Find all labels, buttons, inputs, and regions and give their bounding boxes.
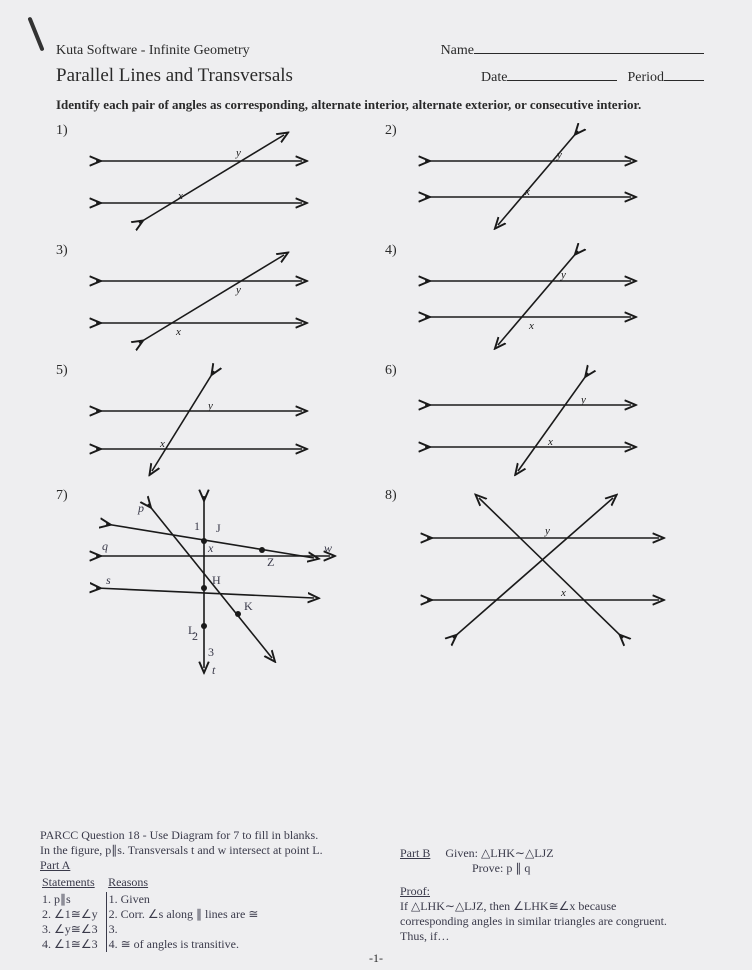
problem-number: 7) [56,488,68,504]
label-y: y [560,269,566,281]
label-t: t [212,663,216,677]
statements-header: Statements [40,875,106,892]
diagram-2: y x [413,123,643,233]
instructions: Identify each pair of angles as correspo… [56,97,704,113]
problem-1: 1) y x [56,123,375,233]
label-q: q [102,539,108,553]
label-y: y [556,149,562,161]
label-J: J [216,521,221,535]
stmt-3: 3. ∠y≅∠3 [40,922,106,937]
diagram-1: y x [84,123,314,233]
problem-number: 8) [385,488,397,504]
date-blank[interactable] [507,67,617,81]
proof-line-2: corresponding angles in similar triangle… [400,914,710,929]
software-label: Kuta Software - Infinite Geometry [56,43,441,59]
period-blank[interactable] [664,67,704,81]
problem-number: 1) [56,123,68,139]
hw-intro-line1: PARCC Question 18 - Use Diagram for 7 to… [40,828,430,843]
reasons-header: Reasons [106,875,266,892]
problem-number: 5) [56,363,68,379]
prove-value: p ∥ q [506,861,530,875]
label-x: x [528,320,534,332]
problem-number: 3) [56,243,68,259]
scan-artifact [27,17,44,52]
date-label: Date [481,70,507,86]
worksheet-title: Parallel Lines and Transversals [56,65,481,87]
stmt-1: 1. p∥s [40,892,106,907]
header-row-1: Kuta Software - Infinite Geometry Name [56,40,704,59]
problem-number: 2) [385,123,397,139]
problem-5: 5) y x [56,363,375,478]
part-b-label: Part B [400,846,430,860]
label-x: x [524,186,530,198]
handwritten-part-b: Part B Given: △LHK∼△LJZ Prove: p ∥ q Pro… [400,846,710,944]
stmt-4: 4. ∠1≅∠3 [40,937,106,952]
label-y: y [235,284,241,296]
problem-number: 6) [385,363,397,379]
label-p: p [137,501,144,515]
hw-intro-line2: In the figure, p∥s. Transversals t and w… [40,843,430,858]
problem-8: 8) y x [385,488,704,678]
proof-table: Statements Reasons 1. p∥s1. Given 2. ∠1≅… [40,875,266,952]
handwritten-intro: PARCC Question 18 - Use Diagram for 7 to… [40,828,430,858]
problem-grid: 1) y x 2) y [56,123,704,678]
handwritten-part-a: Part A Statements Reasons 1. p∥s1. Given… [40,858,380,952]
label-s: s [106,573,111,587]
part-a-label: Part A [40,858,70,872]
label-Z: Z [267,555,274,569]
problem-3: 3) y x [56,243,375,353]
problem-2: 2) y x [385,123,704,233]
problem-4: 4) y x [385,243,704,353]
label-y: y [235,147,241,159]
label-K: K [244,599,253,613]
label-x: x [560,587,566,599]
problem-7: 7) p q s w [56,488,375,678]
label-3: 3 [208,645,214,659]
label-x: x [159,438,165,450]
label-1: 1 [194,519,200,533]
given-label: Given: [445,846,478,860]
label-x: x [547,436,553,448]
diagram-6: y x [413,363,643,478]
label-x7: x [207,541,214,555]
label-2: 2 [192,629,198,643]
name-blank[interactable] [474,40,704,54]
diagram-8: y x [413,488,673,648]
reason-3: 3. [106,922,266,937]
problem-6: 6) y x [385,363,704,478]
label-x: x [175,326,181,338]
given-value: △LHK∼△LJZ [481,846,554,860]
diagram-4: y x [413,243,643,353]
label-y: y [207,400,213,412]
diagram-5: y x [84,363,314,478]
reason-2: 2. Corr. ∠s along ∥ lines are ≅ [106,907,266,922]
reason-4: 4. ≅ of angles is transitive. [106,937,266,952]
label-y: y [544,525,550,537]
header-row-2: Parallel Lines and Transversals Date Per… [56,65,704,87]
proof-line-3: Thus, if… [400,929,710,944]
proof-line-1: If △LHK∼△LJZ, then ∠LHK≅∠x because [400,899,710,914]
prove-label: Prove: [472,861,503,875]
name-label: Name [441,43,474,59]
reason-1: 1. Given [106,892,266,907]
label-y: y [580,394,586,406]
problem-number: 4) [385,243,397,259]
diagram-7: p q s w t J Z H K L 1 x 2 3 [84,488,344,678]
page-number: -1- [369,951,383,966]
period-label: Period [627,70,664,86]
label-w: w [324,541,332,555]
label-H: H [212,573,221,587]
proof-label: Proof: [400,884,430,898]
stmt-2: 2. ∠1≅∠y [40,907,106,922]
label-x: x [177,190,183,202]
diagram-3: y x [84,243,314,353]
